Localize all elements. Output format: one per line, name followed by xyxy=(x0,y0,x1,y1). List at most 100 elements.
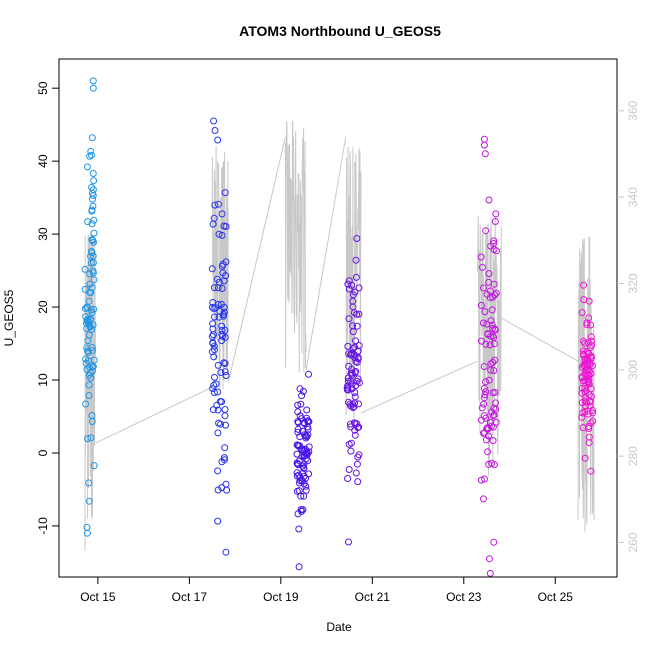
data-point xyxy=(209,220,217,228)
data-point xyxy=(222,258,230,266)
data-point xyxy=(87,374,95,382)
data-point xyxy=(210,389,218,396)
data-point xyxy=(88,151,95,159)
data-point xyxy=(347,447,355,455)
data-point xyxy=(222,372,230,379)
data-point xyxy=(222,421,229,429)
data-point xyxy=(480,141,488,149)
data-point xyxy=(294,428,302,436)
data-point xyxy=(578,309,586,317)
data-point xyxy=(210,305,218,313)
data-point xyxy=(218,285,226,292)
data-point xyxy=(218,484,226,492)
data-point xyxy=(348,349,356,357)
data-point xyxy=(480,495,487,503)
data-point xyxy=(490,538,498,546)
data-point xyxy=(300,492,308,500)
data-point xyxy=(581,339,589,347)
data-point xyxy=(220,454,228,462)
data-point xyxy=(587,352,595,360)
data-point xyxy=(344,475,352,482)
y2-tick-label: 340 xyxy=(626,187,640,207)
data-point xyxy=(87,434,95,442)
x-tick-label: Oct 17 xyxy=(172,590,208,604)
x-tick-label: Oct 21 xyxy=(355,590,391,604)
data-point xyxy=(214,517,222,525)
data-point xyxy=(218,210,226,218)
data-point xyxy=(83,344,91,352)
data-point xyxy=(348,281,356,289)
data-point xyxy=(84,347,92,355)
data-point xyxy=(90,229,98,237)
data-point xyxy=(491,356,499,364)
data-point xyxy=(215,200,222,208)
data-point xyxy=(491,218,499,225)
data-point xyxy=(296,474,304,481)
data-point xyxy=(211,373,218,381)
data-point xyxy=(480,394,488,402)
data-point xyxy=(585,297,593,305)
data-point xyxy=(345,362,353,370)
points-layer xyxy=(81,77,597,577)
data-point xyxy=(214,361,222,369)
data-point xyxy=(480,412,488,420)
data-point xyxy=(354,355,362,363)
data-point xyxy=(487,317,495,325)
data-point xyxy=(298,415,306,423)
data-point xyxy=(214,486,222,494)
data-point xyxy=(298,392,306,400)
data-point xyxy=(295,487,303,495)
data-point xyxy=(85,381,93,389)
data-point xyxy=(82,400,90,408)
chart-title: ATOM3 Northbound U_GEOS5 xyxy=(239,23,441,39)
data-point xyxy=(345,440,353,448)
flight-trace xyxy=(477,215,502,477)
data-point xyxy=(305,443,313,451)
data-point xyxy=(294,401,302,409)
data-point xyxy=(222,272,230,280)
data-point xyxy=(581,454,589,462)
y-tick-label: 10 xyxy=(36,373,50,387)
y-tick-label: 40 xyxy=(36,154,50,168)
data-point xyxy=(219,332,226,340)
data-point xyxy=(488,306,496,314)
data-point xyxy=(221,444,229,452)
data-point xyxy=(89,363,97,371)
data-point xyxy=(350,419,358,427)
y2-tick-label: 320 xyxy=(626,273,640,293)
data-point xyxy=(480,363,488,370)
y2-tick-label: 360 xyxy=(626,100,640,120)
data-point xyxy=(587,321,595,329)
data-point xyxy=(208,265,216,273)
data-point xyxy=(482,436,490,444)
data-point xyxy=(345,350,353,358)
data-point xyxy=(580,347,587,355)
data-point xyxy=(354,375,362,383)
y-tick-label: 0 xyxy=(36,449,50,456)
data-point xyxy=(88,309,96,316)
data-point xyxy=(492,405,500,413)
transit-line xyxy=(227,136,286,383)
data-point xyxy=(210,381,218,389)
data-point xyxy=(345,315,353,323)
data-point xyxy=(353,322,361,330)
data-point xyxy=(588,341,596,349)
data-point xyxy=(343,386,351,394)
data-point xyxy=(480,429,487,437)
data-point xyxy=(214,406,222,414)
data-point xyxy=(491,388,499,396)
data-point xyxy=(296,477,304,485)
data-point xyxy=(89,269,97,277)
data-point xyxy=(221,189,229,197)
y-tick-label: -10 xyxy=(36,517,50,535)
data-point xyxy=(86,322,94,330)
x-axis: Oct 15 Oct 17 Oct 19 Oct 21 Oct 23 Oct 25 xyxy=(80,576,573,604)
data-point xyxy=(480,284,487,292)
data-point xyxy=(345,538,352,546)
data-point xyxy=(294,442,302,450)
y2-tick-label: 280 xyxy=(626,446,640,466)
data-point xyxy=(353,310,361,318)
data-point xyxy=(83,529,91,537)
data-point xyxy=(87,147,95,155)
data-point xyxy=(477,301,485,309)
